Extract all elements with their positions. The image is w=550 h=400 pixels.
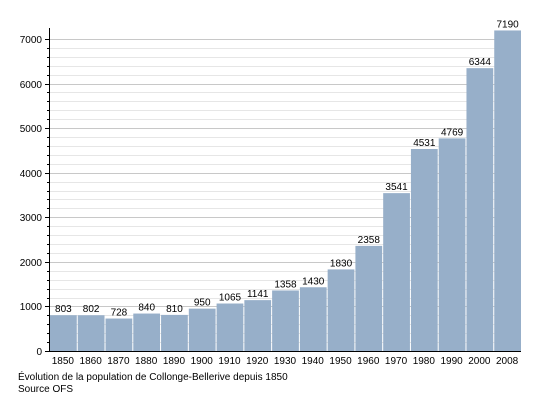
x-tick-label: 1960 [357,356,380,367]
bar-value-label: 950 [194,298,211,309]
bar [161,314,188,351]
bar-value-label: 1830 [330,258,353,269]
x-tick-label: 1950 [329,356,352,367]
bar [216,303,244,351]
x-tick-label: 1930 [274,356,297,367]
bar-value-label: 3541 [385,182,408,193]
x-tick-label: 1890 [163,356,186,367]
x-tick-label: 1980 [413,356,436,367]
y-tick-label: 0 [36,347,42,358]
bar-value-label: 1358 [274,279,297,290]
x-tick-label: 1920 [246,356,269,367]
x-tick-label: 1990 [440,356,463,367]
bar [410,148,438,351]
y-tick-label: 7000 [20,35,43,46]
bar [299,287,327,351]
bar [466,68,494,351]
y-tick-label: 1000 [20,302,43,313]
bar-value-label: 4531 [413,138,436,149]
x-tick-label: 1940 [302,356,325,367]
x-tick-label: 1850 [52,356,75,367]
bar [438,138,466,351]
x-tick-label: 1900 [191,356,214,367]
bar [105,318,133,351]
y-tick-label: 6000 [20,80,43,91]
x-tick-label: 1870 [107,356,130,367]
x-tick-label: 2008 [496,356,519,367]
bar [494,30,521,351]
bar-value-label: 1141 [247,289,269,300]
bar-value-label: 810 [166,304,183,315]
bar-value-label: 1065 [219,293,242,304]
bar-value-label: 802 [83,304,100,315]
y-tick-label: 3000 [20,213,43,224]
chart-caption: Évolution de la population de Collonge-B… [18,372,288,383]
y-tick-label: 2000 [20,258,43,269]
bar [327,269,355,351]
bar [188,308,216,351]
bar-value-label: 7190 [496,19,519,30]
bar-value-label: 728 [111,308,128,319]
bar-value-label: 1430 [302,276,325,287]
x-tick-label: 1880 [135,356,158,367]
x-tick-label: 1860 [80,356,103,367]
bar [133,313,161,351]
bar-value-label: 803 [55,304,72,315]
chart-source: Source OFS [18,384,74,395]
bar [272,290,299,351]
bar [50,315,77,351]
bar-value-label: 6344 [469,57,492,68]
bar-value-label: 2358 [358,235,381,246]
bar [244,300,272,351]
bar [77,315,105,351]
y-tick-label: 4000 [20,169,43,180]
x-tick-label: 1910 [218,356,241,367]
bar [355,245,383,351]
y-tick-label: 5000 [20,124,43,135]
bar-value-label: 4769 [441,127,464,138]
x-tick-label: 1970 [385,356,408,367]
bar-value-label: 840 [138,303,155,314]
x-tick-label: 2000 [468,356,491,367]
bar [383,193,410,351]
